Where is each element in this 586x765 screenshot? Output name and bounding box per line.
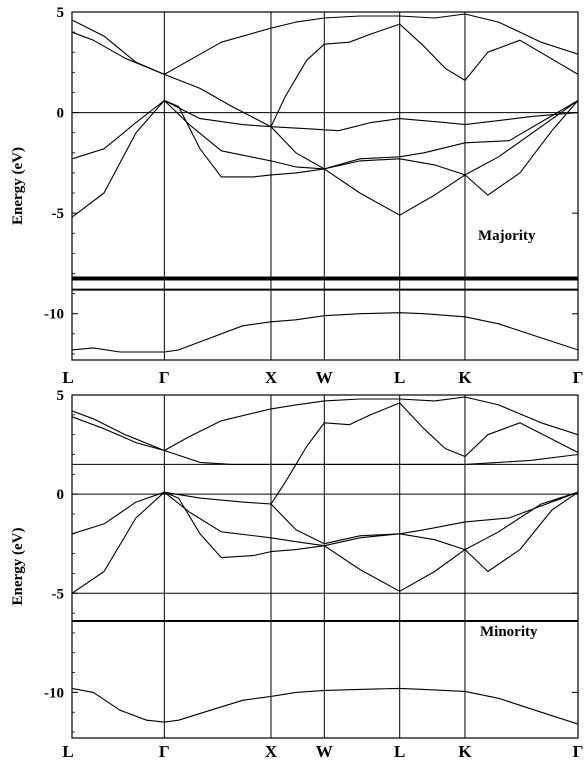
panel-annotation: Majority — [478, 228, 536, 244]
kpoint-label-4: L — [394, 742, 405, 761]
kpoint-label-4: L — [394, 368, 405, 387]
ytick-label-1: 0 — [57, 106, 65, 122]
ytick-label-2: -5 — [52, 206, 65, 222]
y-axis-label: Energy (eV) — [10, 528, 26, 606]
kpoint-label-2: X — [265, 742, 278, 761]
band-line-2 — [72, 99, 578, 216]
band-line-4 — [270, 23, 578, 127]
band-line-6 — [72, 19, 578, 132]
band-line-0 — [72, 687, 578, 725]
band-line-1 — [72, 491, 578, 594]
panel-minority: L Γ X W L K Γ 5 0 -5 -10 Energy (eV) Minority — [10, 388, 583, 761]
kpoint-label-3: W — [316, 368, 333, 387]
plot-frame — [71, 11, 579, 361]
band-line-1 — [72, 99, 578, 218]
band-line-5 — [72, 396, 578, 452]
kpoint-label-2: X — [265, 368, 278, 387]
kpoint-label-0: L — [62, 742, 73, 761]
plot-frame — [71, 394, 579, 739]
panel-majority: L Γ X W L K Γ 5 0 -5 -10 Energy (eV) Majority — [10, 5, 583, 387]
ytick-label-2: -5 — [52, 586, 65, 602]
kpoint-label-6: Γ — [573, 368, 584, 387]
band-line-3 — [164, 491, 578, 545]
kpoint-label-1: Γ — [159, 368, 170, 387]
band-line-6 — [72, 416, 578, 465]
kpoint-label-1: Γ — [159, 742, 170, 761]
ytick-label-0: 5 — [57, 388, 65, 404]
kpoint-label-5: K — [458, 368, 472, 387]
kpoint-label-0: L — [62, 368, 73, 387]
ytick-label-1: 0 — [57, 487, 65, 503]
ytick-label-3: -10 — [44, 685, 64, 701]
band-line-4 — [270, 402, 578, 505]
band-line-0 — [72, 312, 578, 353]
panel-annotation: Minority — [480, 624, 538, 640]
kpoint-label-5: K — [458, 742, 472, 761]
ytick-label-3: -10 — [44, 307, 64, 323]
y-axis-label: Energy (eV) — [10, 147, 26, 225]
ytick-label-0: 5 — [57, 5, 65, 21]
band-line-3 — [164, 100, 578, 170]
kpoint-label-6: Γ — [573, 742, 584, 761]
kpoint-label-3: W — [316, 742, 333, 761]
